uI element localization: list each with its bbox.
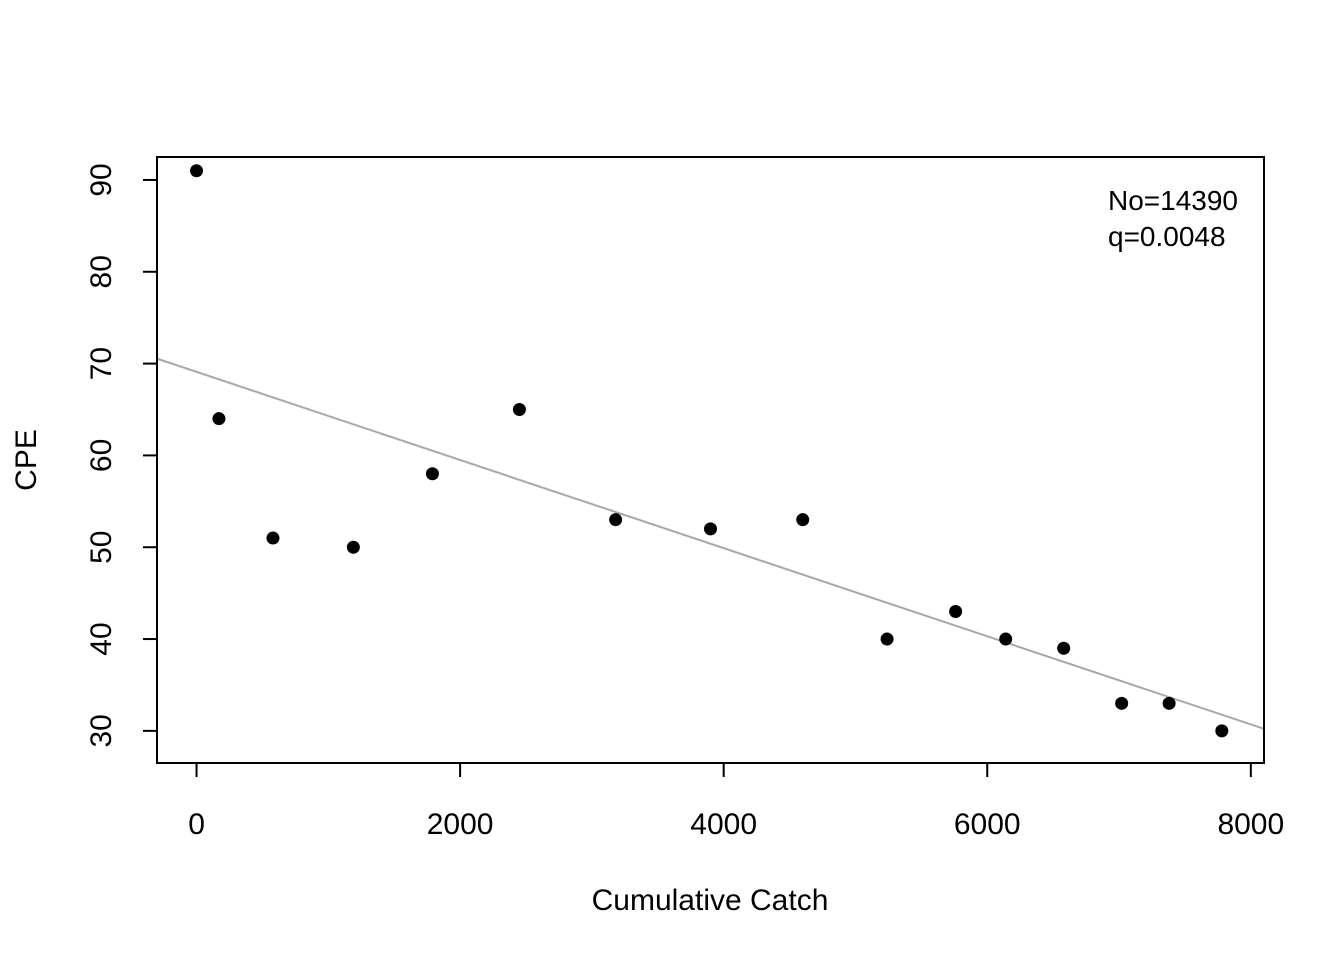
points-layer xyxy=(190,164,1229,738)
data-point-2 xyxy=(266,531,280,545)
x-tick-label-2000: 2000 xyxy=(427,808,494,841)
data-point-13 xyxy=(1115,696,1129,710)
y-tick-label-80: 80 xyxy=(85,255,118,288)
data-point-1 xyxy=(212,412,226,426)
data-point-11 xyxy=(999,632,1013,646)
y-tick-label-90: 90 xyxy=(85,163,118,196)
x-tick-label-8000: 8000 xyxy=(1217,808,1284,841)
fit-layer xyxy=(156,357,1265,730)
x-tick-label-6000: 6000 xyxy=(954,808,1021,841)
data-point-6 xyxy=(609,513,623,527)
x-axis-title: Cumulative Catch xyxy=(592,884,829,917)
data-point-5 xyxy=(512,403,526,416)
y-tick-label-50: 50 xyxy=(85,531,118,564)
data-point-10 xyxy=(949,605,963,618)
plot-frame xyxy=(156,156,1265,764)
y-tick-label-70: 70 xyxy=(85,347,118,380)
x-axis: 0 2000 4000 6000 8000 xyxy=(188,762,1284,841)
annotation-q: q=0.0048 xyxy=(1108,221,1226,252)
y-axis: 30 40 50 60 70 80 90 xyxy=(85,163,158,748)
data-point-14 xyxy=(1162,696,1176,710)
data-point-4 xyxy=(425,467,439,481)
annotation-n0: No=14390 xyxy=(1108,185,1238,216)
data-point-9 xyxy=(880,632,894,646)
data-point-3 xyxy=(346,540,360,554)
data-point-0 xyxy=(190,164,204,178)
y-axis-title: CPE xyxy=(10,429,43,491)
y-tick-label-30: 30 xyxy=(85,714,118,747)
data-point-15 xyxy=(1215,724,1229,738)
fit-line xyxy=(156,357,1265,730)
x-tick-label-0: 0 xyxy=(188,808,205,841)
y-tick-label-40: 40 xyxy=(85,622,118,655)
data-point-8 xyxy=(796,513,810,527)
data-point-12 xyxy=(1057,641,1071,655)
y-tick-label-60: 60 xyxy=(85,439,118,472)
data-point-7 xyxy=(704,522,717,536)
x-tick-label-4000: 4000 xyxy=(690,808,757,841)
